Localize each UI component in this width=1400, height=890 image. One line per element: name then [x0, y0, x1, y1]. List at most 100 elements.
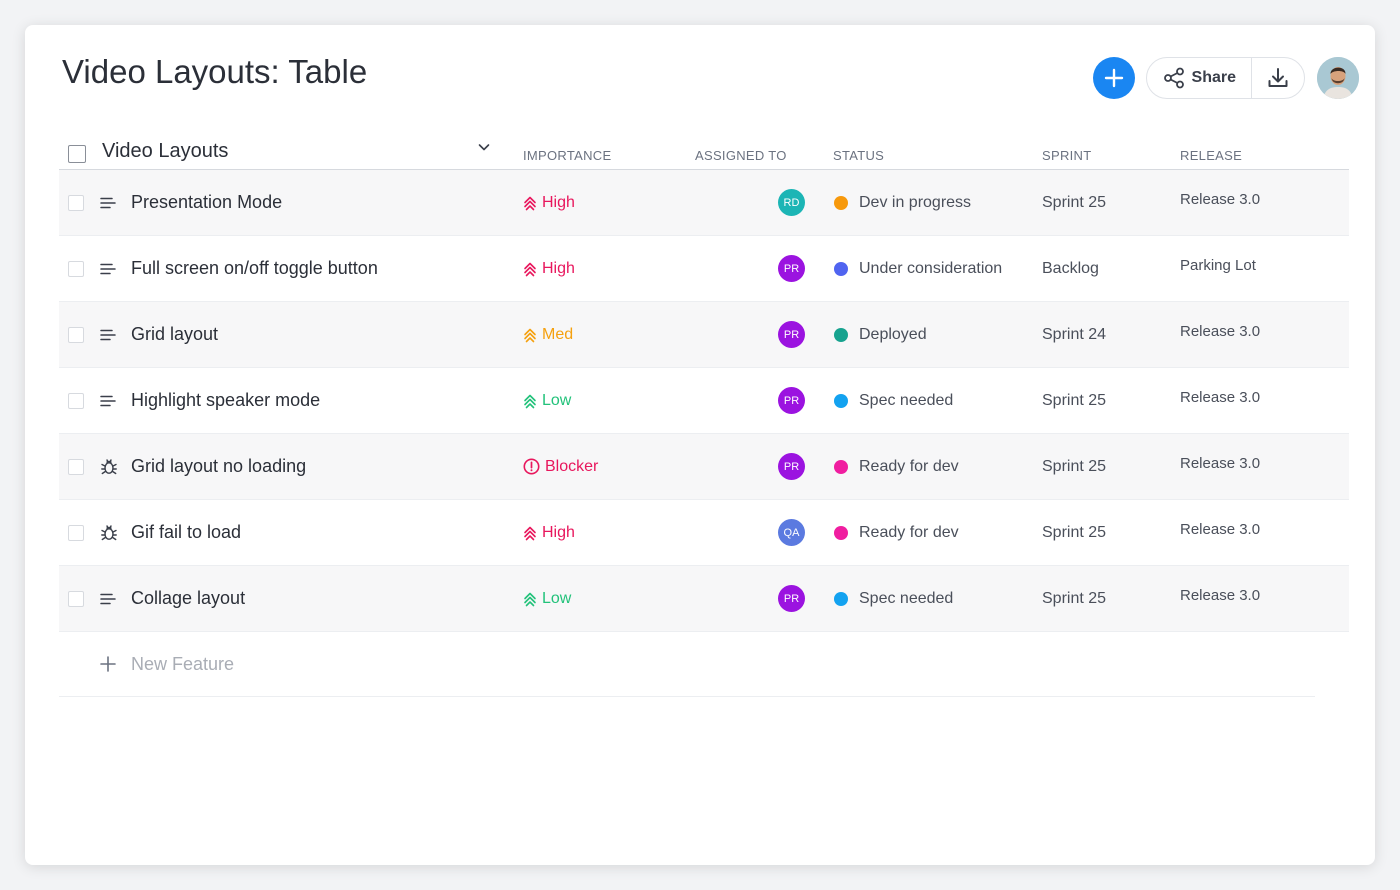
chevron-down-icon[interactable]: [477, 140, 491, 154]
feature-lines-icon: [100, 329, 116, 340]
status-dot: [834, 195, 848, 210]
page-title: Video Layouts: Table: [62, 53, 368, 90]
row-importance-cell: High: [523, 236, 673, 301]
importance-badge[interactable]: High: [523, 194, 575, 212]
row-release-cell: Release 3.0: [1180, 434, 1330, 499]
row-title[interactable]: Grid layout: [131, 324, 219, 344]
importance-badge[interactable]: Med: [523, 326, 573, 344]
importance-label: Low: [542, 589, 572, 607]
status-label[interactable]: Dev in progress: [859, 193, 972, 211]
row-sprint-cell: Sprint 25: [1042, 500, 1172, 565]
row-checkbox[interactable]: [68, 590, 84, 607]
table-row[interactable]: Presentation Mode High RD Dev in progress Sp…: [59, 170, 1349, 236]
row-assignee-cell: PR: [695, 566, 830, 631]
row-title[interactable]: Gif fail to load: [131, 522, 242, 542]
assignee-avatar[interactable]: RD: [778, 189, 805, 216]
row-title[interactable]: Highlight speaker mode: [131, 390, 321, 410]
importance-badge[interactable]: Low: [523, 392, 571, 410]
assignee-avatar[interactable]: PR: [778, 585, 805, 612]
assignee-avatar[interactable]: PR: [778, 255, 805, 282]
header-status-cell: STATUS: [833, 135, 1038, 169]
sprint-label[interactable]: Backlog: [1042, 259, 1099, 277]
row-checkbox[interactable]: [68, 326, 84, 343]
column-release[interactable]: RELEASE: [1180, 148, 1243, 163]
row-checkbox-cell: [68, 302, 88, 367]
table-row[interactable]: Grid layout no loading Blocker PR Ready for…: [59, 434, 1349, 500]
importance-badge[interactable]: High: [523, 524, 575, 542]
table-body: Presentation Mode High RD Dev in progress Sp…: [59, 170, 1349, 632]
importance-badge[interactable]: High: [523, 260, 575, 278]
row-type-icon-cell: [99, 434, 121, 499]
row-release-cell: Release 3.0: [1180, 500, 1330, 565]
column-sprint[interactable]: SPRINT: [1042, 148, 1092, 163]
row-importance-cell: High: [523, 500, 673, 565]
sprint-label[interactable]: Sprint 24: [1042, 325, 1107, 343]
release-label[interactable]: Release 3.0: [1180, 455, 1261, 472]
header-assigned-cell: ASSIGNED TO: [695, 135, 830, 169]
assignee-avatar[interactable]: PR: [778, 453, 805, 480]
status-label[interactable]: Ready for dev: [859, 523, 959, 541]
release-label[interactable]: Release 3.0: [1180, 521, 1261, 538]
row-importance-cell: Med: [523, 302, 673, 367]
status-label[interactable]: Ready for dev: [859, 457, 959, 475]
row-title[interactable]: Grid layout no loading: [131, 456, 307, 476]
status-label[interactable]: Spec needed: [859, 391, 954, 409]
row-title-cell: Full screen on/off toggle button: [131, 236, 511, 301]
table-row[interactable]: Grid layout Med PR Deployed Sprint 24 Release…: [59, 302, 1349, 368]
table-row[interactable]: Full screen on/off toggle button High PR Un…: [59, 236, 1349, 302]
sprint-label[interactable]: Sprint 25: [1042, 391, 1107, 409]
feature-lines-icon: [100, 197, 116, 208]
bug-icon: [101, 458, 117, 474]
table-row[interactable]: Gif fail to load High QA Ready for dev Sprin…: [59, 500, 1349, 566]
plus-icon: [1104, 68, 1123, 88]
share-button[interactable]: Share: [1147, 58, 1252, 98]
header-importance-cell: IMPORTANCE: [523, 135, 673, 169]
user-avatar[interactable]: [1317, 57, 1359, 99]
importance-badge[interactable]: Blocker: [523, 458, 598, 476]
release-label[interactable]: Release 3.0: [1180, 587, 1261, 604]
select-all-checkbox[interactable]: [68, 145, 86, 163]
row-checkbox[interactable]: [68, 194, 84, 211]
assignee-avatar[interactable]: PR: [778, 387, 805, 414]
row-checkbox[interactable]: [68, 392, 84, 409]
status-label[interactable]: Under consideration: [859, 259, 1003, 277]
row-status-cell: Dev in progress: [833, 170, 1038, 235]
download-button[interactable]: [1252, 58, 1304, 98]
column-assigned-to[interactable]: ASSIGNED TO: [695, 148, 787, 163]
release-label[interactable]: Parking Lot: [1180, 257, 1256, 274]
sprint-label[interactable]: Sprint 25: [1042, 523, 1107, 541]
assignee-avatar[interactable]: PR: [778, 321, 805, 348]
column-status[interactable]: STATUS: [833, 148, 885, 163]
release-label[interactable]: Release 3.0: [1180, 323, 1261, 340]
row-title[interactable]: Collage layout: [131, 588, 246, 608]
table-row[interactable]: Collage layout Low PR Spec needed Sprint 25 R…: [59, 566, 1349, 632]
row-title[interactable]: Presentation Mode: [131, 192, 283, 212]
row-checkbox[interactable]: [68, 260, 84, 277]
row-title[interactable]: Full screen on/off toggle button: [131, 258, 378, 278]
status-label[interactable]: Deployed: [859, 325, 927, 343]
row-checkbox[interactable]: [68, 524, 84, 541]
importance-badge[interactable]: Low: [523, 590, 571, 608]
row-sprint-cell: Sprint 24: [1042, 302, 1172, 367]
row-type-icon-cell: [99, 500, 121, 565]
column-importance[interactable]: IMPORTANCE: [523, 148, 612, 163]
header-sprint-cell: SPRINT: [1042, 135, 1172, 169]
release-label[interactable]: Release 3.0: [1180, 191, 1261, 208]
new-feature-row[interactable]: New Feature: [59, 632, 1315, 697]
sprint-label[interactable]: Sprint 25: [1042, 457, 1107, 475]
add-button[interactable]: [1092, 57, 1135, 99]
status-label[interactable]: Spec needed: [859, 589, 954, 607]
row-checkbox-cell: [68, 500, 88, 565]
sprint-label[interactable]: Sprint 25: [1042, 193, 1107, 211]
row-release-cell: Release 3.0: [1180, 368, 1330, 433]
low-priority-icon: [524, 394, 536, 408]
row-title-cell: Highlight speaker mode: [131, 368, 511, 433]
row-checkbox-cell: [68, 236, 88, 301]
row-checkbox[interactable]: [68, 458, 84, 475]
share-label: Share: [1191, 69, 1236, 86]
table-row[interactable]: Highlight speaker mode Low PR Spec needed Sp…: [59, 368, 1349, 434]
sprint-label[interactable]: Sprint 25: [1042, 589, 1107, 607]
release-label[interactable]: Release 3.0: [1180, 389, 1261, 406]
assignee-avatar[interactable]: QA: [778, 519, 805, 546]
row-checkbox-cell: [68, 368, 88, 433]
